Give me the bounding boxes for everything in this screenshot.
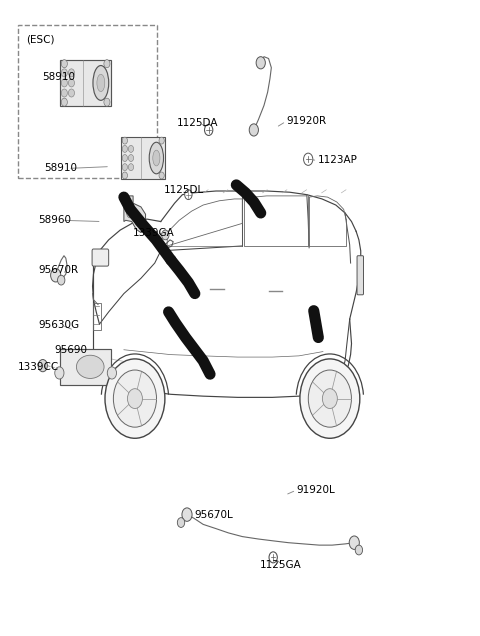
Circle shape [128, 155, 133, 162]
Text: 1125GA: 1125GA [259, 560, 301, 570]
Text: 91920L: 91920L [296, 485, 335, 495]
Circle shape [61, 79, 67, 87]
Bar [93, 303, 101, 330]
Text: 1123AP: 1123AP [317, 155, 357, 165]
Circle shape [177, 518, 185, 527]
Ellipse shape [153, 150, 160, 166]
Ellipse shape [76, 356, 104, 378]
Circle shape [135, 217, 142, 226]
Circle shape [355, 545, 362, 555]
Circle shape [50, 268, 61, 282]
Bar [60, 60, 111, 106]
Text: 95670R: 95670R [38, 265, 78, 275]
Circle shape [58, 275, 65, 285]
Circle shape [122, 146, 128, 153]
Text: 58960: 58960 [38, 216, 71, 225]
Circle shape [61, 89, 67, 97]
Circle shape [249, 124, 258, 136]
Circle shape [300, 359, 360, 438]
Circle shape [323, 389, 337, 408]
Polygon shape [124, 196, 145, 233]
Circle shape [122, 155, 128, 162]
Circle shape [269, 552, 277, 563]
Circle shape [122, 137, 128, 144]
Circle shape [108, 367, 117, 379]
Circle shape [38, 359, 48, 371]
Circle shape [128, 163, 133, 170]
Text: 1125DL: 1125DL [164, 185, 204, 195]
Circle shape [162, 230, 169, 240]
FancyBboxPatch shape [357, 256, 363, 295]
Circle shape [303, 153, 313, 165]
Text: 58910: 58910 [42, 72, 75, 82]
Circle shape [104, 60, 110, 67]
Text: 1339GA: 1339GA [133, 228, 175, 237]
Circle shape [61, 98, 67, 106]
FancyBboxPatch shape [92, 249, 108, 266]
Circle shape [61, 69, 67, 77]
Ellipse shape [149, 142, 164, 174]
Circle shape [128, 146, 133, 153]
Circle shape [68, 79, 74, 87]
Circle shape [182, 508, 192, 522]
Bar [60, 349, 111, 385]
Text: 91920R: 91920R [286, 116, 326, 127]
Text: 1125DA: 1125DA [177, 118, 218, 128]
Circle shape [349, 536, 360, 550]
Circle shape [104, 98, 110, 106]
Text: 95630G: 95630G [38, 321, 79, 330]
Circle shape [122, 163, 128, 170]
Text: (ESC): (ESC) [26, 34, 54, 44]
Circle shape [68, 69, 74, 77]
Text: 95670L: 95670L [194, 509, 233, 520]
Text: 95690: 95690 [55, 345, 88, 355]
Ellipse shape [97, 74, 105, 92]
Circle shape [61, 60, 67, 67]
Circle shape [127, 208, 134, 218]
Circle shape [308, 370, 351, 427]
Circle shape [55, 367, 64, 379]
Circle shape [159, 137, 164, 144]
Ellipse shape [93, 66, 108, 100]
Circle shape [122, 172, 128, 179]
Text: 1339CC: 1339CC [18, 362, 59, 372]
Circle shape [113, 370, 156, 427]
Bar [121, 137, 165, 179]
Circle shape [68, 89, 74, 97]
Circle shape [105, 359, 165, 438]
Circle shape [128, 389, 143, 408]
Circle shape [159, 172, 164, 179]
Circle shape [101, 369, 112, 384]
Text: 58910: 58910 [44, 163, 77, 174]
Circle shape [204, 125, 213, 135]
Circle shape [256, 57, 265, 69]
Bar [18, 25, 157, 177]
Circle shape [185, 190, 192, 200]
